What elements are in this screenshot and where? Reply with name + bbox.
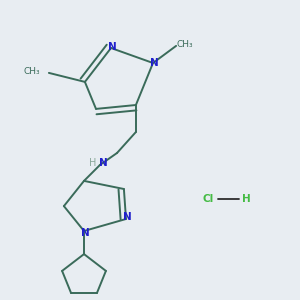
Text: H: H (242, 194, 251, 204)
Text: N: N (123, 212, 132, 223)
Text: N: N (150, 58, 159, 68)
Text: N: N (81, 227, 90, 238)
Text: CH₃: CH₃ (24, 67, 40, 76)
Text: Cl: Cl (203, 194, 214, 204)
Text: H: H (89, 158, 96, 169)
Text: N: N (98, 158, 107, 169)
Text: CH₃: CH₃ (176, 40, 193, 49)
Text: N: N (108, 41, 117, 52)
